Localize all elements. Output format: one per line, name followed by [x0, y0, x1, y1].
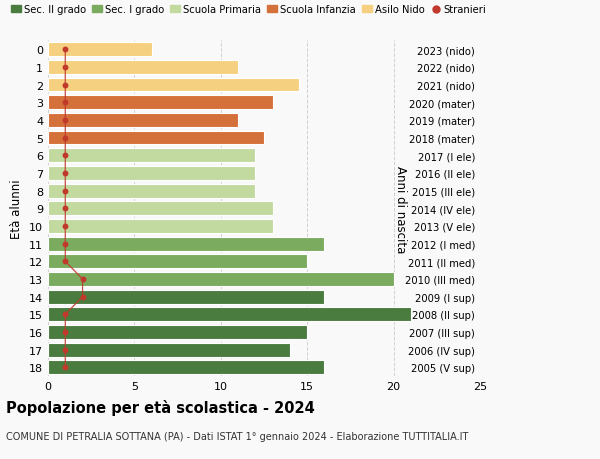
Bar	[48, 290, 325, 304]
Point	[61, 99, 70, 106]
Y-axis label: Anni di nascita: Anni di nascita	[394, 165, 407, 252]
Bar	[48, 167, 256, 180]
Point	[61, 64, 70, 72]
Legend: Sec. II grado, Sec. I grado, Scuola Primaria, Scuola Infanzia, Asilo Nido, Stran: Sec. II grado, Sec. I grado, Scuola Prim…	[11, 5, 487, 15]
Bar	[48, 43, 152, 57]
Point	[61, 188, 70, 195]
Point	[61, 311, 70, 319]
Bar	[48, 308, 411, 322]
Y-axis label: Età alunni: Età alunni	[10, 179, 23, 239]
Point	[61, 82, 70, 89]
Bar	[48, 202, 272, 216]
Point	[78, 293, 88, 301]
Point	[61, 329, 70, 336]
Bar	[48, 219, 272, 233]
Point	[61, 346, 70, 353]
Point	[61, 223, 70, 230]
Bar	[48, 78, 299, 92]
Point	[61, 170, 70, 177]
Point	[78, 276, 88, 283]
Bar	[48, 237, 325, 251]
Bar	[48, 131, 264, 145]
Point	[61, 205, 70, 213]
Point	[61, 134, 70, 142]
Bar	[48, 343, 290, 357]
Bar	[48, 361, 325, 375]
Bar	[48, 96, 272, 110]
Point	[61, 364, 70, 371]
Bar	[48, 325, 307, 339]
Bar	[48, 185, 256, 198]
Point	[61, 117, 70, 124]
Point	[61, 241, 70, 248]
Text: Popolazione per età scolastica - 2024: Popolazione per età scolastica - 2024	[6, 399, 315, 415]
Point	[61, 258, 70, 265]
Bar	[48, 149, 256, 163]
Bar	[48, 61, 238, 75]
Bar	[48, 273, 394, 286]
Bar	[48, 114, 238, 128]
Text: COMUNE DI PETRALIA SOTTANA (PA) - Dati ISTAT 1° gennaio 2024 - Elaborazione TUTT: COMUNE DI PETRALIA SOTTANA (PA) - Dati I…	[6, 431, 469, 442]
Bar	[48, 255, 307, 269]
Point	[61, 152, 70, 160]
Point	[61, 46, 70, 54]
